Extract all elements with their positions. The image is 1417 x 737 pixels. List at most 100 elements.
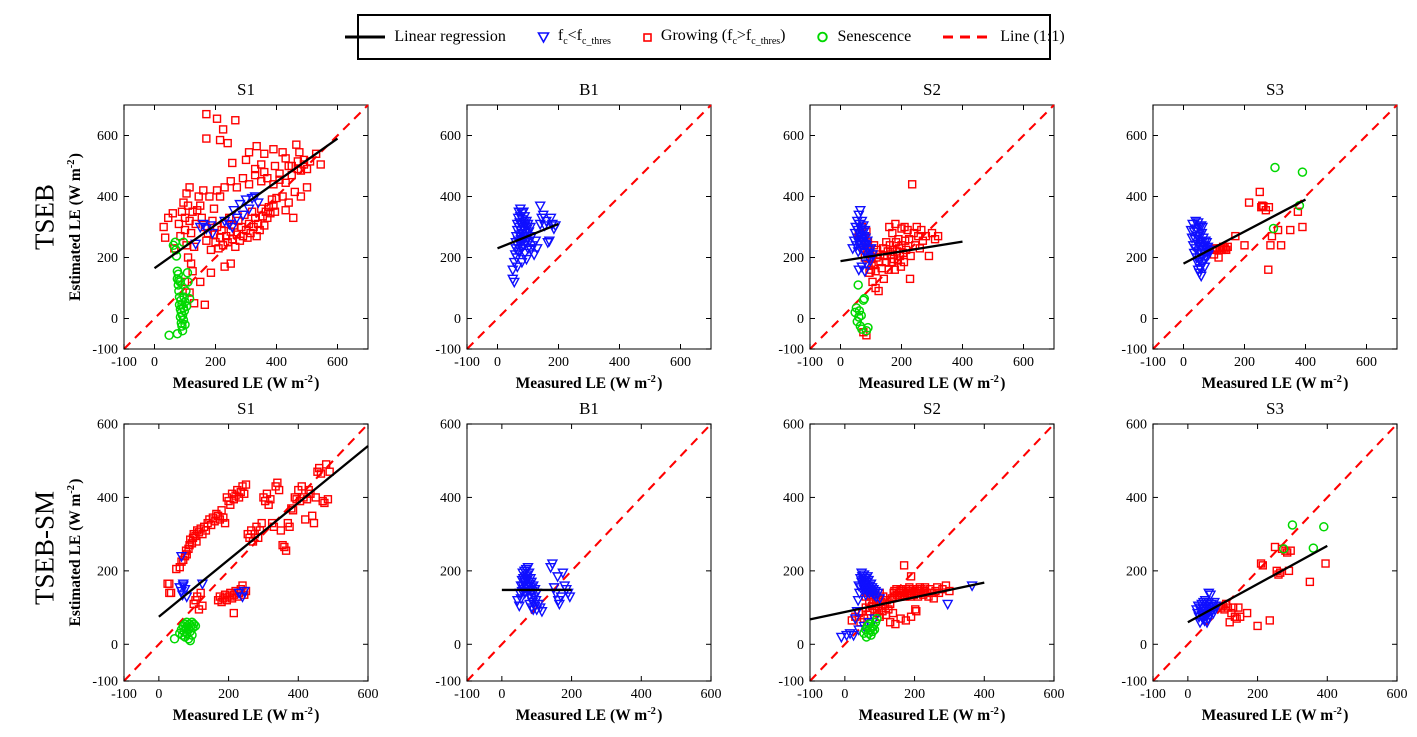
subplot-title: S3 xyxy=(1266,80,1284,99)
legend-item-label: Linear regression xyxy=(394,28,506,45)
y-tick-label: 200 xyxy=(97,564,118,579)
subplot-title: S2 xyxy=(923,399,941,418)
x-tick-label: 600 xyxy=(1044,687,1065,702)
chart-tseb-s1: -100 0 200 400 600 -100 0 200 400 600 S1 Measured L… xyxy=(66,80,369,392)
x-axis-label: Measured LE (W m-2 ) xyxy=(516,374,663,392)
regression-line xyxy=(158,445,369,618)
y-tick-label: 0 xyxy=(1140,638,1147,653)
legend-item-label: Line (1:1) xyxy=(1000,28,1065,45)
y-tick-label: -100 xyxy=(1121,343,1147,358)
y-tick-label: 600 xyxy=(440,129,461,144)
chart-tseb-sm-s2: -100 0 200 400 600 -100 0 200 400 600 S2 Measured L… xyxy=(778,399,1065,724)
regression-line xyxy=(153,137,339,270)
x-tick-label: 200 xyxy=(561,687,582,702)
subplot-tseb-sm-b1: -100 0 200 400 600 -100 0 200 400 600 B1 Measured L… xyxy=(397,397,721,737)
y-axis-label: Estimated LE (W m-2 ) xyxy=(66,479,84,627)
y-tick-label: 0 xyxy=(797,638,804,653)
subplot-title: B1 xyxy=(579,80,599,99)
regression-line xyxy=(1182,198,1307,265)
y-tick-label: 400 xyxy=(1126,491,1147,506)
x-tick-label: 0 xyxy=(841,687,848,702)
x-tick-label: 0 xyxy=(498,687,505,702)
subplot-tseb-s1: -100 0 200 400 600 -100 0 200 400 600 S1 Measured L… xyxy=(54,78,378,406)
square-icon xyxy=(643,32,652,42)
x-tick-label: 0 xyxy=(1180,355,1187,370)
dashed-line-icon xyxy=(943,35,992,39)
y-tick-label: -100 xyxy=(1121,675,1147,690)
x-axis-label: Measured LE (W m-2 ) xyxy=(1202,706,1349,724)
x-tick-label: 200 xyxy=(548,355,569,370)
y-tick-label: 400 xyxy=(440,491,461,506)
y-axis-label: Estimated LE (W m-2 ) xyxy=(66,153,84,301)
x-tick-label: 400 xyxy=(288,687,309,702)
y-tick-label: 0 xyxy=(454,312,461,327)
series-senescence xyxy=(850,280,873,336)
x-tick-label: 0 xyxy=(494,355,501,370)
subplot-tseb-sm-s1: -100 0 200 400 600 -100 0 200 400 600 S1 Measured L… xyxy=(54,397,379,737)
circle-icon xyxy=(817,31,829,43)
legend: Linear regression fc<fc_thres Growing (fc>… xyxy=(345,14,1065,60)
subplot-tseb-b1: -100 0 200 400 600 -100 0 200 400 600 B1 Measured L… xyxy=(397,78,721,406)
y-tick-label: 200 xyxy=(1126,251,1147,266)
regression-line xyxy=(840,240,963,263)
chart-tseb-s2: -100 0 200 400 600 -100 0 200 400 600 S2 Measured L… xyxy=(778,80,1055,392)
y-tick-label: 200 xyxy=(783,251,804,266)
subplot-title: S1 xyxy=(237,399,255,418)
x-tick-label: 0 xyxy=(155,687,162,702)
x-axis-label: Measured LE (W m-2 ) xyxy=(173,374,320,392)
x-axis-label: Measured LE (W m-2 ) xyxy=(173,706,320,724)
y-tick-label: 200 xyxy=(97,251,118,266)
series-senescence xyxy=(1278,520,1329,554)
y-tick-label: 200 xyxy=(1126,564,1147,579)
y-tick-label: 600 xyxy=(783,418,804,433)
x-tick-label: 400 xyxy=(631,687,652,702)
legend-item-fc-fc-thres: fc<fc_thres xyxy=(536,27,611,47)
y-tick-label: 400 xyxy=(440,190,461,205)
y-tick-label: 0 xyxy=(797,312,804,327)
x-tick-label: 600 xyxy=(701,687,722,702)
y-tick-label: -100 xyxy=(435,343,461,358)
x-tick-label: -100 xyxy=(1140,687,1166,702)
x-tick-label: 200 xyxy=(904,687,925,702)
subplot-tseb-s2: -100 0 200 400 600 -100 0 200 400 600 S2 Measured L… xyxy=(740,78,1064,406)
x-axis-label: Measured LE (W m-2 ) xyxy=(859,374,1006,392)
series-fc-fc-thres xyxy=(511,559,576,618)
x-tick-label: 200 xyxy=(1234,355,1255,370)
x-tick-label: 200 xyxy=(218,687,239,702)
x-tick-label: -100 xyxy=(454,355,480,370)
legend-item-senescence: Senescence xyxy=(815,28,911,46)
x-axis-label: Measured LE (W m-2 ) xyxy=(1202,374,1349,392)
subplot-tseb-sm-s3: -100 0 200 400 600 -100 0 200 400 600 S3 Measured L… xyxy=(1083,397,1407,737)
x-tick-label: 600 xyxy=(1013,355,1034,370)
y-tick-label: -100 xyxy=(778,343,804,358)
subplot-tseb-s3: -100 0 200 400 600 -100 0 200 400 600 S3 Measured L… xyxy=(1083,78,1407,406)
x-tick-label: -100 xyxy=(797,355,823,370)
triangle-down-icon xyxy=(537,32,550,44)
x-tick-label: 0 xyxy=(151,355,158,370)
regression-line xyxy=(1187,544,1328,624)
series-fc-fc-thres xyxy=(1185,216,1216,283)
chart-tseb-s3: -100 0 200 400 600 -100 0 200 400 600 S3 Measured L… xyxy=(1121,80,1398,392)
x-tick-label: 200 xyxy=(1247,687,1268,702)
series-fc-fc-thres xyxy=(835,568,978,644)
chart-tseb-sm-s3: -100 0 200 400 600 -100 0 200 400 600 S3 Measured L… xyxy=(1121,399,1408,724)
x-tick-label: 0 xyxy=(837,355,844,370)
legend-item-label: Growing (fc>fc_thres) xyxy=(660,26,786,48)
x-tick-label: 600 xyxy=(1387,687,1408,702)
y-tick-label: 400 xyxy=(783,491,804,506)
one-to-one-line xyxy=(1152,423,1398,682)
x-tick-label: 0 xyxy=(1184,687,1191,702)
y-tick-label: 400 xyxy=(97,190,118,205)
series-senescence xyxy=(169,617,201,646)
y-tick-label: 0 xyxy=(1140,312,1147,327)
legend-item-line-1-1: Line (1:1) xyxy=(941,28,1065,46)
x-tick-label: 600 xyxy=(670,355,691,370)
chart-tseb-sm-s1: -100 0 200 400 600 -100 0 200 400 600 S1 Measured L… xyxy=(66,399,379,724)
y-tick-label: 600 xyxy=(783,129,804,144)
series-growing-fc-fc-thres xyxy=(163,460,334,618)
y-tick-label: 0 xyxy=(111,312,118,327)
one-to-one-line xyxy=(809,423,1055,682)
subplot-title: B1 xyxy=(579,399,599,418)
y-tick-label: 600 xyxy=(97,129,118,144)
x-tick-label: 600 xyxy=(358,687,379,702)
